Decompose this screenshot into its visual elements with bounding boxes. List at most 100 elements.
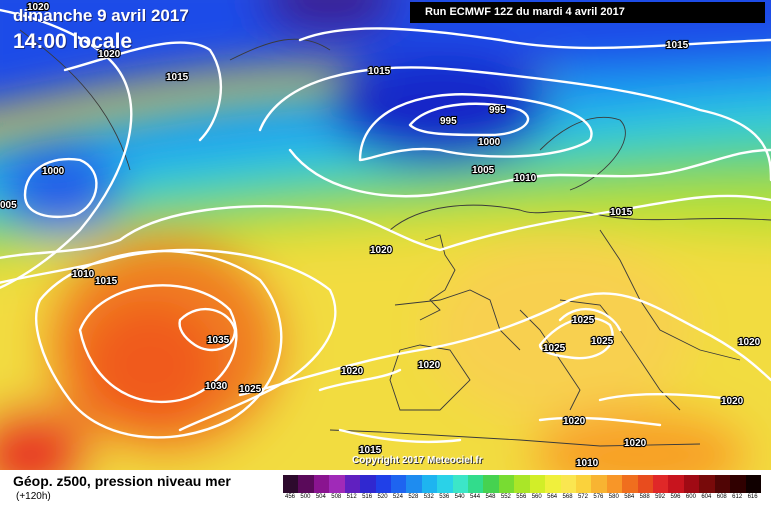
isobar-label: 005 — [0, 200, 17, 211]
weather-map: 1020 1020 1015 1015 995 995 1000 1005 10… — [0, 0, 771, 470]
isobar-label: 1000 — [478, 137, 501, 148]
scale-swatch — [360, 475, 376, 493]
scale-swatch — [699, 475, 716, 493]
scale-label: 608 — [716, 494, 727, 500]
scale-swatch — [575, 475, 592, 493]
scale-swatch — [329, 475, 346, 493]
isobar-label: 1010 — [72, 269, 95, 280]
scale-swatch — [483, 475, 500, 493]
scale-label: 512 — [346, 494, 357, 500]
scale-label: 500 — [300, 494, 311, 500]
scale-label: 588 — [639, 494, 650, 500]
scale-label: 568 — [562, 494, 573, 500]
scale-label: 564 — [547, 494, 558, 500]
isobar-label: 1025 — [572, 315, 595, 326]
isobar-label: 1015 — [610, 207, 633, 218]
isobar-labels: 1020 1020 1015 1015 995 995 1000 1005 10… — [0, 1, 762, 470]
scale-swatch — [390, 475, 407, 493]
scale-label: 616 — [747, 494, 758, 500]
scale-label: 540 — [454, 494, 465, 500]
scale-label: 516 — [362, 494, 373, 500]
scale-label: 572 — [577, 494, 588, 500]
isobar-label: 995 — [440, 116, 457, 127]
scale-swatch — [437, 475, 454, 493]
isobar-label: 1015 — [368, 66, 391, 77]
isobar-label: 1020 — [418, 360, 441, 371]
scale-swatch — [560, 475, 577, 493]
scale-swatch — [668, 475, 685, 493]
isobar-label: 1020 — [370, 245, 393, 256]
isobar-label: 1000 — [42, 166, 65, 177]
scale-swatch — [637, 475, 654, 493]
scale-label: 560 — [531, 494, 542, 500]
scale-swatch — [283, 475, 299, 493]
scale-label: 612 — [732, 494, 743, 500]
scale-label: 592 — [655, 494, 666, 500]
legend-title: Géop. z500, pression niveau mer — [13, 473, 231, 489]
scale-label: 552 — [500, 494, 511, 500]
legend-subtitle: (+120h) — [16, 491, 51, 502]
scale-swatch — [529, 475, 546, 493]
isobar-label: 1020 — [721, 396, 744, 407]
scale-swatch — [653, 475, 669, 493]
isobar-label: 1015 — [166, 72, 189, 83]
scale-swatch — [313, 475, 330, 493]
scale-label: 584 — [624, 494, 635, 500]
color-scale: 456 500 504 508 512 516 520 524 528 532 536 540 544 5… — [283, 475, 762, 501]
scale-swatch — [421, 475, 438, 493]
scale-label: 576 — [593, 494, 604, 500]
isobar-label: 1015 — [95, 276, 118, 287]
isobar-label: 1020 — [98, 49, 121, 60]
scale-swatch — [730, 475, 747, 493]
scale-swatch — [468, 475, 484, 493]
isobar-label: 1020 — [624, 438, 647, 449]
isobar-label: 1015 — [666, 40, 689, 51]
isobar-label: 1010 — [514, 173, 537, 184]
scale-swatch — [406, 475, 423, 493]
scale-swatch — [622, 475, 639, 493]
scale-swatch — [745, 475, 762, 493]
isobar-label: 1020 — [563, 416, 586, 427]
scale-label: 536 — [439, 494, 450, 500]
isobars — [0, 8, 771, 444]
forecast-date: dimanche 9 avril 2017 — [13, 6, 189, 25]
scale-label: 508 — [331, 494, 342, 500]
scale-swatch — [452, 475, 469, 493]
legend-bar: Géop. z500, pression niveau mer (+120h) … — [0, 470, 771, 510]
scale-swatch — [714, 475, 731, 493]
isobar-label: 1035 — [207, 335, 230, 346]
coastlines — [19, 29, 771, 447]
scale-label: 532 — [423, 494, 434, 500]
scale-label: 580 — [608, 494, 619, 500]
scale-label: 456 — [285, 494, 296, 500]
isobar-label: 1015 — [359, 445, 382, 456]
isobar-label: 1005 — [472, 165, 495, 176]
scale-label: 604 — [701, 494, 712, 500]
scale-swatch — [514, 475, 531, 493]
isobar-label: 995 — [489, 105, 506, 116]
scale-label: 556 — [516, 494, 527, 500]
scale-swatch — [606, 475, 623, 493]
scale-swatch — [344, 475, 361, 493]
isobar-label: 1010 — [576, 458, 599, 469]
scale-swatch — [375, 475, 392, 493]
scale-label: 504 — [315, 494, 326, 500]
isobar-label: 1020 — [341, 366, 364, 377]
isobar-label: 1025 — [543, 343, 566, 354]
scale-label: 528 — [408, 494, 419, 500]
scale-swatch — [591, 475, 608, 493]
isobar-label: 1025 — [591, 336, 614, 347]
copyright-notice: Copyright 2017 Meteociel.fr — [352, 455, 483, 466]
scale-label: 600 — [685, 494, 696, 500]
scale-label: 520 — [377, 494, 388, 500]
scale-label: 544 — [470, 494, 481, 500]
isobar-label: 1020 — [738, 337, 761, 348]
scale-swatch — [498, 475, 515, 493]
scale-swatch — [545, 475, 562, 493]
scale-label: 524 — [392, 494, 403, 500]
isobar-label: 1025 — [239, 384, 262, 395]
scale-label: 596 — [670, 494, 681, 500]
scale-swatch — [298, 475, 315, 493]
forecast-time: 14:00 locale — [13, 30, 133, 53]
